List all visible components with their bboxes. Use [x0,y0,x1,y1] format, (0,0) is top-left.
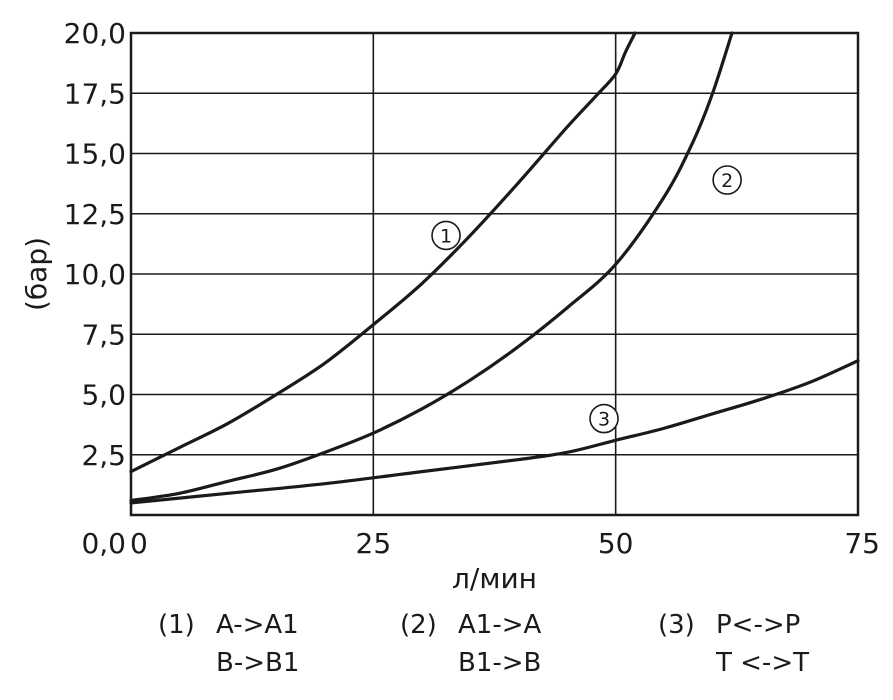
series-line-2 [129,31,734,503]
y-tick-label: 7,5 [81,318,126,351]
legend-item-3: (3) P<->P T <->T [658,606,809,682]
annotation-label-1: 1 [440,225,452,247]
y-tick-labels: 2,5 5,0 7,5 10,0 12,5 15,0 17,5 20,0 0,0 [64,17,126,560]
annotation-label-3: 3 [598,409,610,431]
y-tick-label-origin: 0,0 [81,527,126,560]
series-lines [129,31,860,505]
x-tick-label: 75 [844,527,880,560]
plot-frame [129,31,860,517]
x-tick-label: 0 [130,527,148,560]
grid-lines [131,33,858,515]
annotation-circle-3 [589,403,619,434]
x-axis-label: л/мин [452,562,537,595]
x-tick-label: 50 [598,527,634,560]
legend-line2: B1->B [458,648,542,678]
series-line-1 [129,31,637,474]
y-tick-label: 12,5 [64,198,126,231]
legend-line1: P<->P [716,610,801,640]
series-line-3 [129,359,860,505]
legend-line1: A1->A [458,610,542,640]
legend-item-2: (2) A1->A B1->B [400,606,541,682]
y-tick-label: 10,0 [64,258,126,291]
curve-annotations: 1 2 3 [431,165,742,434]
y-axis-label: (бар) [20,237,53,311]
y-tick-label: 15,0 [64,138,126,171]
annotation-circle-1 [431,220,461,251]
legend-line1: A->A1 [216,610,299,640]
legend-line2: T <->T [716,648,809,678]
legend-line2: B->B1 [216,648,300,678]
legend-key: (3) [658,610,695,640]
annotation-circle-2 [712,165,742,195]
y-tick-label: 2,5 [81,439,126,472]
x-tick-labels: 0 25 50 75 [130,527,880,560]
legend-key: (1) [158,610,195,640]
legend-item-1: (1) A->A1 B->B1 [158,606,299,682]
annotation-label-2: 2 [721,170,733,192]
y-tick-label: 20,0 [64,17,126,50]
x-tick-label: 25 [356,527,392,560]
legend-key: (2) [400,610,437,640]
y-tick-label: 5,0 [81,379,126,412]
y-tick-label: 17,5 [64,77,126,110]
pressure-flow-chart: 1 2 3 2,5 5,0 7,5 10,0 12,5 15,0 17,5 20,0 0,0 0 25… [20,17,880,595]
